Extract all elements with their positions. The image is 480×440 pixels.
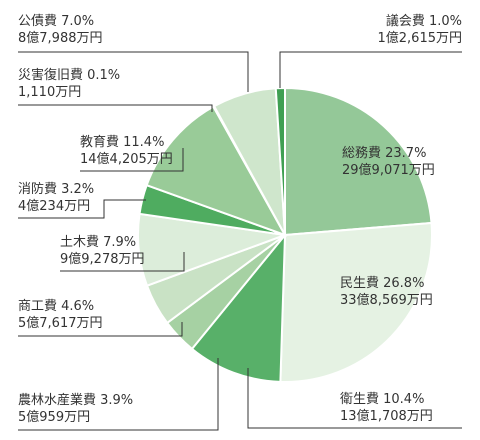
- leader-line-10: [18, 51, 249, 92]
- slice-name-label-9: 災害復旧費 0.1%: [18, 67, 120, 83]
- slice-amount-label-10: 8億7,988万円: [18, 30, 103, 46]
- slice-amount-label-5: 5億7,617万円: [18, 315, 103, 331]
- slice-name-label-7: 消防費 3.2%: [18, 181, 94, 197]
- leader-line-11: [279, 51, 462, 88]
- leader-line-8: [80, 148, 184, 172]
- pie-slice-2: [279, 221, 433, 383]
- leader-line-5: [18, 322, 183, 337]
- slice-name-label-2: 民生費 26.8%: [340, 276, 424, 291]
- slice-name-label-4: 農林水産業費 3.9%: [18, 392, 133, 408]
- pie-slice-1: [284, 86, 433, 237]
- slice-amount-label-11: 1億2,615万円: [378, 30, 463, 46]
- slice-name-label-11: 議会費 1.0%: [386, 14, 462, 29]
- leader-lines: [18, 51, 462, 431]
- pie-slice-3: [190, 232, 287, 383]
- slice-name-label-10: 公債費 7.0%: [18, 14, 94, 29]
- pie-slices: [137, 86, 433, 383]
- pie-slice-8: [145, 105, 288, 237]
- slice-amount-label-7: 4億234万円: [18, 198, 90, 214]
- leader-line-4: [18, 358, 219, 431]
- slice-name-label-6: 土木費 7.9%: [60, 235, 136, 250]
- slice-name-label-5: 商工費 4.6%: [18, 299, 94, 314]
- slice-amount-label-9: 1,110万円: [18, 85, 81, 100]
- leader-line-6: [60, 252, 185, 272]
- slice-amount-label-3: 13億1,708万円: [340, 408, 433, 424]
- slice-amount-label-1: 29億9,071万円: [342, 162, 435, 178]
- slice-amount-label-6: 9億9,278万円: [60, 251, 145, 267]
- leader-line-3: [247, 368, 462, 429]
- pie-slice-11: [274, 86, 286, 236]
- slice-name-label-1: 総務費 23.7%: [342, 146, 426, 161]
- leader-line-9: [18, 104, 213, 112]
- slice-name-label-3: 衛生費 10.4%: [340, 392, 424, 407]
- slice-amount-label-8: 14億4,205万円: [80, 151, 173, 167]
- slice-amount-label-4: 5億959万円: [18, 409, 90, 425]
- leader-line-7: [18, 199, 146, 219]
- slice-amount-label-2: 33億8,569万円: [340, 292, 433, 308]
- slice-name-label-8: 教育費 11.4%: [80, 134, 164, 150]
